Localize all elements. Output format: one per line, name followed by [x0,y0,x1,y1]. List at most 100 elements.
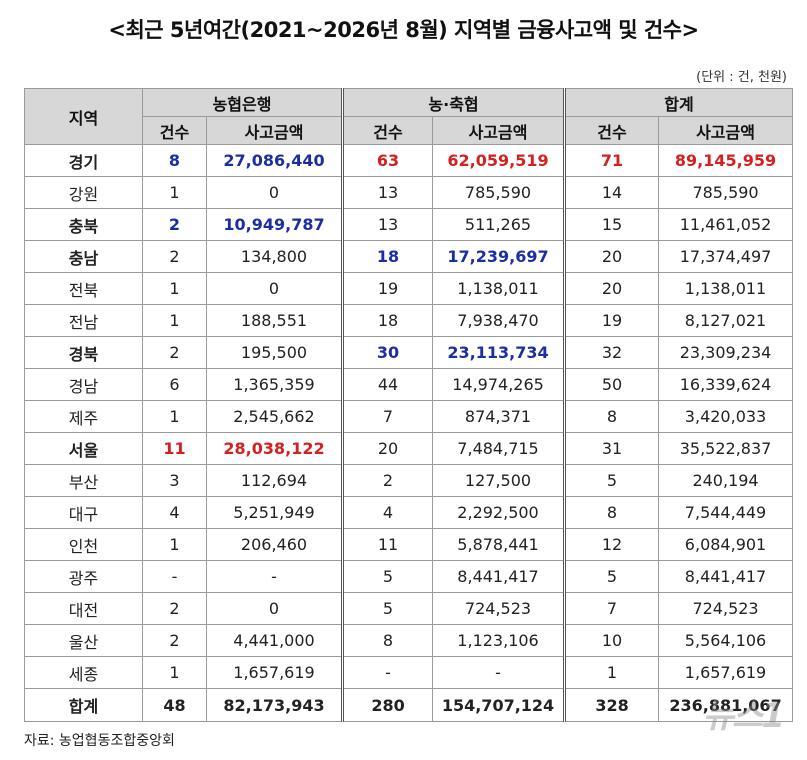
header-region: 지역 [24,88,143,145]
amount-cell: 8,441,417 [432,560,566,593]
count-cell: - [341,656,434,689]
amount-cell: 35,522,837 [658,432,794,465]
amount-cell: 1,138,011 [432,272,566,305]
count-cell: 18 [341,240,434,273]
count-cell: 19 [341,272,434,305]
region-cell: 서울 [24,432,143,465]
amount-cell: 89,145,959 [658,144,794,177]
count-cell: 1 [563,656,660,689]
region-cell: 울산 [24,624,143,657]
amount-cell: 785,590 [432,176,566,209]
count-cell: 14 [563,176,660,209]
table-row: 전남 1 188,551 18 7,938,470 19 8,127,021 [24,304,794,337]
count-cell: 2 [142,624,207,657]
table-row: 경남 6 1,365,359 44 14,974,265 50 16,339,624 [24,368,794,401]
amount-cell: 8,127,021 [658,304,794,337]
count-cell: 5 [563,464,660,497]
count-cell: 8 [563,400,660,433]
amount-cell: 4,441,000 [205,624,344,657]
table-row: 대구 4 5,251,949 4 2,292,500 8 7,544,449 [24,496,794,529]
amount-cell: 62,059,519 [432,144,566,177]
amount-cell: 511,265 [432,208,566,241]
amount-cell: 10,949,787 [205,208,344,241]
header-count: 건수 [563,116,660,145]
count-cell: 1 [142,400,207,433]
count-cell: 8 [341,624,434,657]
count-cell: 11 [341,528,434,561]
count-cell: 44 [341,368,434,401]
region-cell: 전남 [24,304,143,337]
table-row: 강원 1 0 13 785,590 14 785,590 [24,176,794,209]
amount-cell: 2,545,662 [205,400,344,433]
amount-cell: 5,564,106 [658,624,794,657]
amount-cell: 1,365,359 [205,368,344,401]
amount-cell: 154,707,124 [432,688,566,722]
header-group-total: 합계 [563,88,794,117]
amount-cell: 23,309,234 [658,336,794,369]
watermark-logo: 뉴스1 [702,696,785,736]
amount-cell: 785,590 [658,176,794,209]
amount-cell: 236,881,067 [658,688,794,722]
count-cell: 8 [563,496,660,529]
count-cell: 3 [142,464,207,497]
amount-cell: 0 [205,272,344,305]
count-cell: 48 [142,688,207,722]
count-cell: 5 [341,560,434,593]
count-cell: 1 [142,528,207,561]
amount-cell: 23,113,734 [432,336,566,369]
table-row: 서울 11 28,038,122 20 7,484,715 31 35,522,837 [24,432,794,465]
amount-cell: - [205,560,344,593]
count-cell: 15 [563,208,660,241]
region-cell: 충남 [24,240,143,273]
amount-cell: 5,878,441 [432,528,566,561]
count-cell: 280 [341,688,434,722]
table-row: 경북 2 195,500 30 23,113,734 32 23,309,234 [24,336,794,369]
count-cell: 13 [341,208,434,241]
amount-cell: 195,500 [205,336,344,369]
count-cell: 6 [142,368,207,401]
amount-cell: 874,371 [432,400,566,433]
amount-cell: 8,441,417 [658,560,794,593]
count-cell: 1 [142,304,207,337]
region-cell: 세종 [24,656,143,689]
table-row: 부산 3 112,694 2 127,500 5 240,194 [24,464,794,497]
header-count: 건수 [142,116,207,145]
amount-cell: 7,938,470 [432,304,566,337]
region-cell: 강원 [24,176,143,209]
count-cell: 328 [563,688,660,722]
header-count: 건수 [341,116,434,145]
count-cell: 2 [142,240,207,273]
count-cell: 30 [341,336,434,369]
header-amount: 사고금액 [658,116,794,145]
amount-cell: 724,523 [658,592,794,625]
count-cell: 13 [341,176,434,209]
table-row: 제주 1 2,545,662 7 874,371 8 3,420,033 [24,400,794,433]
amount-cell: 188,551 [205,304,344,337]
amount-cell: 16,339,624 [658,368,794,401]
amount-cell: 2,292,500 [432,496,566,529]
header-group-coop: 농·축협 [341,88,566,117]
amount-cell: 112,694 [205,464,344,497]
amount-cell: 27,086,440 [205,144,344,177]
region-cell: 광주 [24,560,143,593]
table-row: 경기 8 27,086,440 63 62,059,519 71 89,145,959 [24,144,794,177]
count-cell: 20 [563,272,660,305]
amount-cell: 206,460 [205,528,344,561]
count-cell: 12 [563,528,660,561]
region-cell: 전북 [24,272,143,305]
amount-cell: 5,251,949 [205,496,344,529]
count-cell: 11 [142,432,207,465]
count-cell: 7 [341,400,434,433]
region-cell: 경남 [24,368,143,401]
amount-cell: 1,657,619 [205,656,344,689]
region-cell: 대구 [24,496,143,529]
count-cell: 4 [142,496,207,529]
amount-cell: 1,657,619 [658,656,794,689]
table-row: 인천 1 206,460 11 5,878,441 12 6,084,901 [24,528,794,561]
table-row: 충남 2 134,800 18 17,239,697 20 17,374,497 [24,240,794,273]
count-cell: 32 [563,336,660,369]
region-cell: 제주 [24,400,143,433]
table-row: 충북 2 10,949,787 13 511,265 15 11,461,052 [24,208,794,241]
page-title: <최근 5년여간(2021~2026년 8월) 지역별 금융사고액 및 건수> [108,18,699,42]
total-row: 합계 48 82,173,943 280 154,707,124 328 236,881,0… [24,688,794,722]
